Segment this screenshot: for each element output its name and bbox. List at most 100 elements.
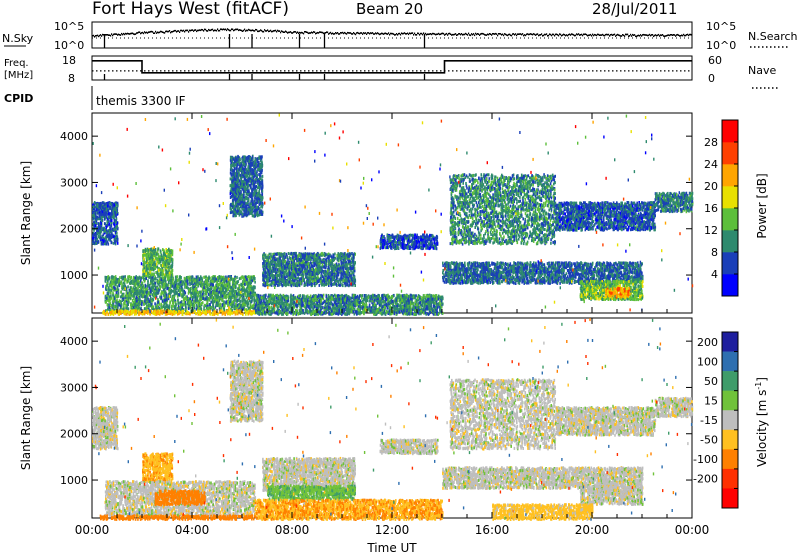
heatmap-cell xyxy=(105,240,108,243)
heatmap-cell xyxy=(115,220,117,224)
noise-point xyxy=(376,32,378,35)
heatmap-cell xyxy=(165,298,168,302)
noise-point xyxy=(169,30,171,32)
noise-point xyxy=(469,34,471,36)
heatmap-cell xyxy=(110,234,112,238)
heatmap-cell xyxy=(100,225,102,229)
heatmap-cell xyxy=(127,303,129,307)
noise-point xyxy=(409,32,411,34)
heatmap-cell xyxy=(146,270,149,274)
noise-point xyxy=(160,30,162,33)
heatmap-cell xyxy=(163,297,166,301)
heatmap-cell xyxy=(151,293,154,297)
heatmap-cell xyxy=(210,305,213,309)
heatmap-cell xyxy=(185,295,187,299)
heatmap-cell xyxy=(164,263,167,267)
heatmap-cell xyxy=(179,306,181,309)
heatmap-cell xyxy=(146,287,148,291)
heatmap-cell xyxy=(171,280,174,284)
heatmap-cell xyxy=(110,230,113,234)
heatmap-cell xyxy=(245,294,247,298)
heatmap-cell xyxy=(110,241,113,245)
heatmap-cell xyxy=(188,280,191,284)
heatmap-cell xyxy=(196,296,198,300)
heatmap-cell xyxy=(226,284,229,288)
heatmap-cell xyxy=(121,283,123,287)
heatmap-cell xyxy=(121,287,124,291)
heatmap-cell xyxy=(114,286,116,290)
noise-point xyxy=(323,32,325,35)
heatmap-cell xyxy=(162,261,165,264)
heatmap-cell xyxy=(232,303,234,307)
noise-point xyxy=(402,32,404,35)
noise-point xyxy=(340,32,342,34)
heatmap-cell xyxy=(107,230,109,234)
heatmap-cell xyxy=(110,203,113,207)
heatmap-cell xyxy=(95,217,97,221)
heatmap-cell xyxy=(205,297,207,301)
noise-point xyxy=(416,34,418,36)
noise-point xyxy=(479,34,481,36)
heatmap-cell xyxy=(131,298,134,302)
noise-point xyxy=(388,32,390,34)
noise-point xyxy=(333,33,335,35)
noise-point xyxy=(301,31,303,34)
heatmap-cell xyxy=(229,286,232,289)
noise-point xyxy=(455,33,457,35)
heatmap-cell xyxy=(259,176,261,180)
heatmap-cell xyxy=(135,304,138,308)
heatmap-cell xyxy=(240,294,243,298)
heatmap-cell xyxy=(173,312,176,316)
heatmap-cell xyxy=(208,275,210,279)
noise-point xyxy=(294,31,296,33)
noise-point xyxy=(642,34,644,36)
noise-point xyxy=(689,33,691,36)
heatmap-cell xyxy=(122,285,125,288)
noise-point xyxy=(682,34,684,37)
heatmap-cell xyxy=(227,298,230,301)
noise-point xyxy=(255,28,257,31)
heatmap-cell xyxy=(116,235,118,239)
heatmap-cell xyxy=(249,283,251,287)
heatmap-cell xyxy=(114,240,117,244)
noise-point xyxy=(677,33,679,36)
noise-point xyxy=(532,33,534,36)
heatmap-cell xyxy=(104,236,107,240)
heatmap-cell xyxy=(110,278,113,282)
heatmap-cell xyxy=(94,209,96,213)
noise-point xyxy=(417,32,419,35)
noise-point xyxy=(548,34,550,37)
heatmap-cell xyxy=(98,202,100,206)
noise-point xyxy=(614,33,616,36)
noise-point xyxy=(635,35,637,38)
heatmap-cell xyxy=(202,290,205,294)
heatmap-cell xyxy=(206,276,208,280)
heatmap-cell xyxy=(95,241,98,245)
noise-point xyxy=(482,32,484,35)
heatmap-cell xyxy=(116,231,118,235)
heatmap-cell xyxy=(225,279,228,283)
heatmap-cell xyxy=(193,291,196,295)
heatmap-cell xyxy=(187,296,190,300)
heatmap-cell xyxy=(109,216,112,220)
heatmap-cell xyxy=(115,291,118,295)
heatmap-cell xyxy=(116,285,119,289)
heatmap-cell xyxy=(100,202,102,206)
heatmap-cell xyxy=(182,280,184,284)
heatmap-cell xyxy=(163,256,165,259)
heatmap-cell xyxy=(198,298,201,302)
heatmap-cell xyxy=(109,307,112,311)
heatmap-cell xyxy=(115,226,117,230)
heatmap-cell xyxy=(95,214,97,217)
heatmap-cell xyxy=(106,298,109,302)
noise-point xyxy=(523,34,525,37)
heatmap-cell xyxy=(161,299,164,303)
heatmap-cell xyxy=(154,302,156,306)
noise-point xyxy=(458,33,460,35)
heatmap-cell xyxy=(154,277,156,281)
heatmap-cell xyxy=(121,275,123,279)
heatmap-cell xyxy=(130,296,132,300)
heatmap-cell xyxy=(115,228,117,231)
heatmap-cell xyxy=(159,249,162,253)
heatmap-cell xyxy=(185,285,187,289)
